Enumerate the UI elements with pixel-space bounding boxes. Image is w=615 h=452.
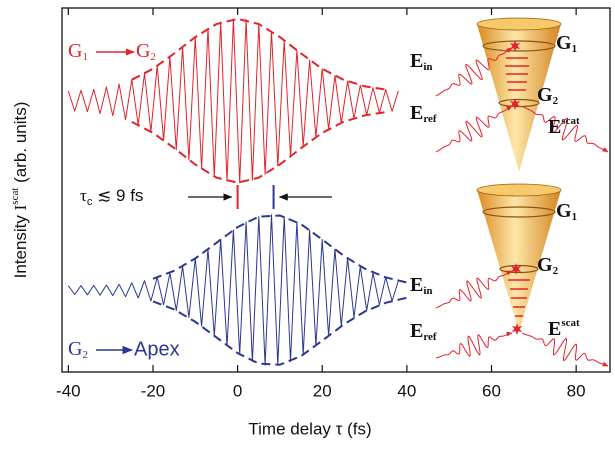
envelope bbox=[152, 214, 408, 284]
diagram-label: Eref bbox=[410, 102, 437, 125]
diagram-label-part: E bbox=[548, 116, 561, 138]
diagram-label-part: scat bbox=[561, 317, 580, 329]
x-tick-label: -40 bbox=[56, 381, 81, 400]
top-cone bbox=[476, 17, 562, 172]
diagram-label: G1 bbox=[556, 200, 577, 223]
diagram-label-part: E bbox=[410, 102, 423, 124]
diagram-label: Eref bbox=[410, 320, 437, 343]
x-axis-label: Time delay τ (fs) bbox=[248, 419, 371, 438]
top-path-label-part: 2 bbox=[150, 51, 156, 63]
diagram-label-part: E bbox=[410, 274, 423, 296]
diagram-label-part: G bbox=[556, 200, 572, 222]
trace bbox=[67, 214, 399, 366]
diagram-label-part: 1 bbox=[572, 211, 578, 223]
y-axis-label: Intensity Iscat (arb. units) bbox=[9, 102, 31, 279]
diagram-label: Ein bbox=[410, 274, 433, 297]
diagram-label: G2 bbox=[537, 84, 559, 107]
near-field-star bbox=[509, 40, 521, 52]
diagram-label-part: G bbox=[556, 32, 572, 54]
x-tick-label: 0 bbox=[233, 381, 242, 400]
top-path-label-part: 1 bbox=[82, 51, 88, 63]
diagram-label-part: 2 bbox=[553, 95, 559, 107]
envelope bbox=[131, 111, 386, 184]
x-tick-label: 80 bbox=[567, 381, 586, 400]
y-axis-label-part: (arb. units) bbox=[11, 102, 30, 188]
diagram-label-part: 1 bbox=[572, 43, 578, 55]
diagram-label-part: in bbox=[423, 285, 432, 297]
diagram-label: Escat bbox=[548, 115, 580, 138]
wave-packet bbox=[435, 270, 513, 309]
diagram-label-part: in bbox=[423, 61, 432, 73]
top-path-label: G1 bbox=[68, 40, 88, 63]
bottom-path-label: Apex bbox=[134, 338, 180, 360]
diagram-label-part: 2 bbox=[553, 265, 559, 277]
near-field-star bbox=[509, 98, 521, 110]
x-tick-label: 60 bbox=[482, 381, 501, 400]
top-path-label-part: G bbox=[68, 40, 82, 62]
tau-label-part: τ bbox=[80, 186, 87, 205]
x-tick-label: 40 bbox=[397, 381, 416, 400]
tau-label-part: c bbox=[87, 196, 93, 208]
y-axis-label-part: I bbox=[11, 204, 30, 210]
trace bbox=[67, 18, 399, 184]
y-axis-label-part: scat bbox=[9, 188, 21, 205]
top-path-label-part: G bbox=[136, 40, 150, 62]
wave-packet bbox=[435, 331, 513, 359]
plot-frame bbox=[61, 7, 611, 373]
near-field-star bbox=[510, 263, 522, 275]
diagram-label-part: scat bbox=[561, 115, 580, 127]
wave-packet bbox=[521, 105, 609, 153]
bottom-path-label-part: G bbox=[68, 338, 82, 360]
near-field-star bbox=[511, 323, 523, 335]
wave-packet bbox=[521, 332, 609, 367]
diagram-label-part: ref bbox=[423, 113, 437, 125]
envelope bbox=[131, 17, 386, 91]
x-tick-label: -20 bbox=[141, 381, 166, 400]
wave-packet bbox=[435, 105, 513, 153]
diagram-label: Ein bbox=[410, 50, 433, 73]
diagram-label-part: G bbox=[537, 84, 553, 106]
x-tick-label: 20 bbox=[313, 381, 332, 400]
envelope bbox=[152, 296, 408, 366]
diagram-label: G1 bbox=[556, 32, 577, 55]
diagram-label: Escat bbox=[548, 317, 580, 340]
diagram-label: G2 bbox=[537, 254, 559, 277]
bottom-cone bbox=[476, 183, 562, 332]
diagram-label-part: E bbox=[548, 318, 561, 340]
bottom-path-label-part: 2 bbox=[82, 349, 88, 361]
tau-label: τc ≲ 9 fs bbox=[80, 186, 143, 208]
diagram-label-part: E bbox=[410, 50, 423, 72]
diagram-label-part: G bbox=[537, 254, 553, 276]
wave-packet bbox=[435, 47, 513, 97]
top-path-label: G2 bbox=[136, 40, 156, 63]
y-axis-label-part: Intensity bbox=[11, 210, 30, 278]
tau-label-part: ≲ 9 fs bbox=[92, 186, 143, 205]
bottom-path-label: G2 bbox=[68, 338, 88, 361]
diagram-label-part: ref bbox=[423, 331, 437, 343]
diagram-label-part: E bbox=[410, 320, 423, 342]
